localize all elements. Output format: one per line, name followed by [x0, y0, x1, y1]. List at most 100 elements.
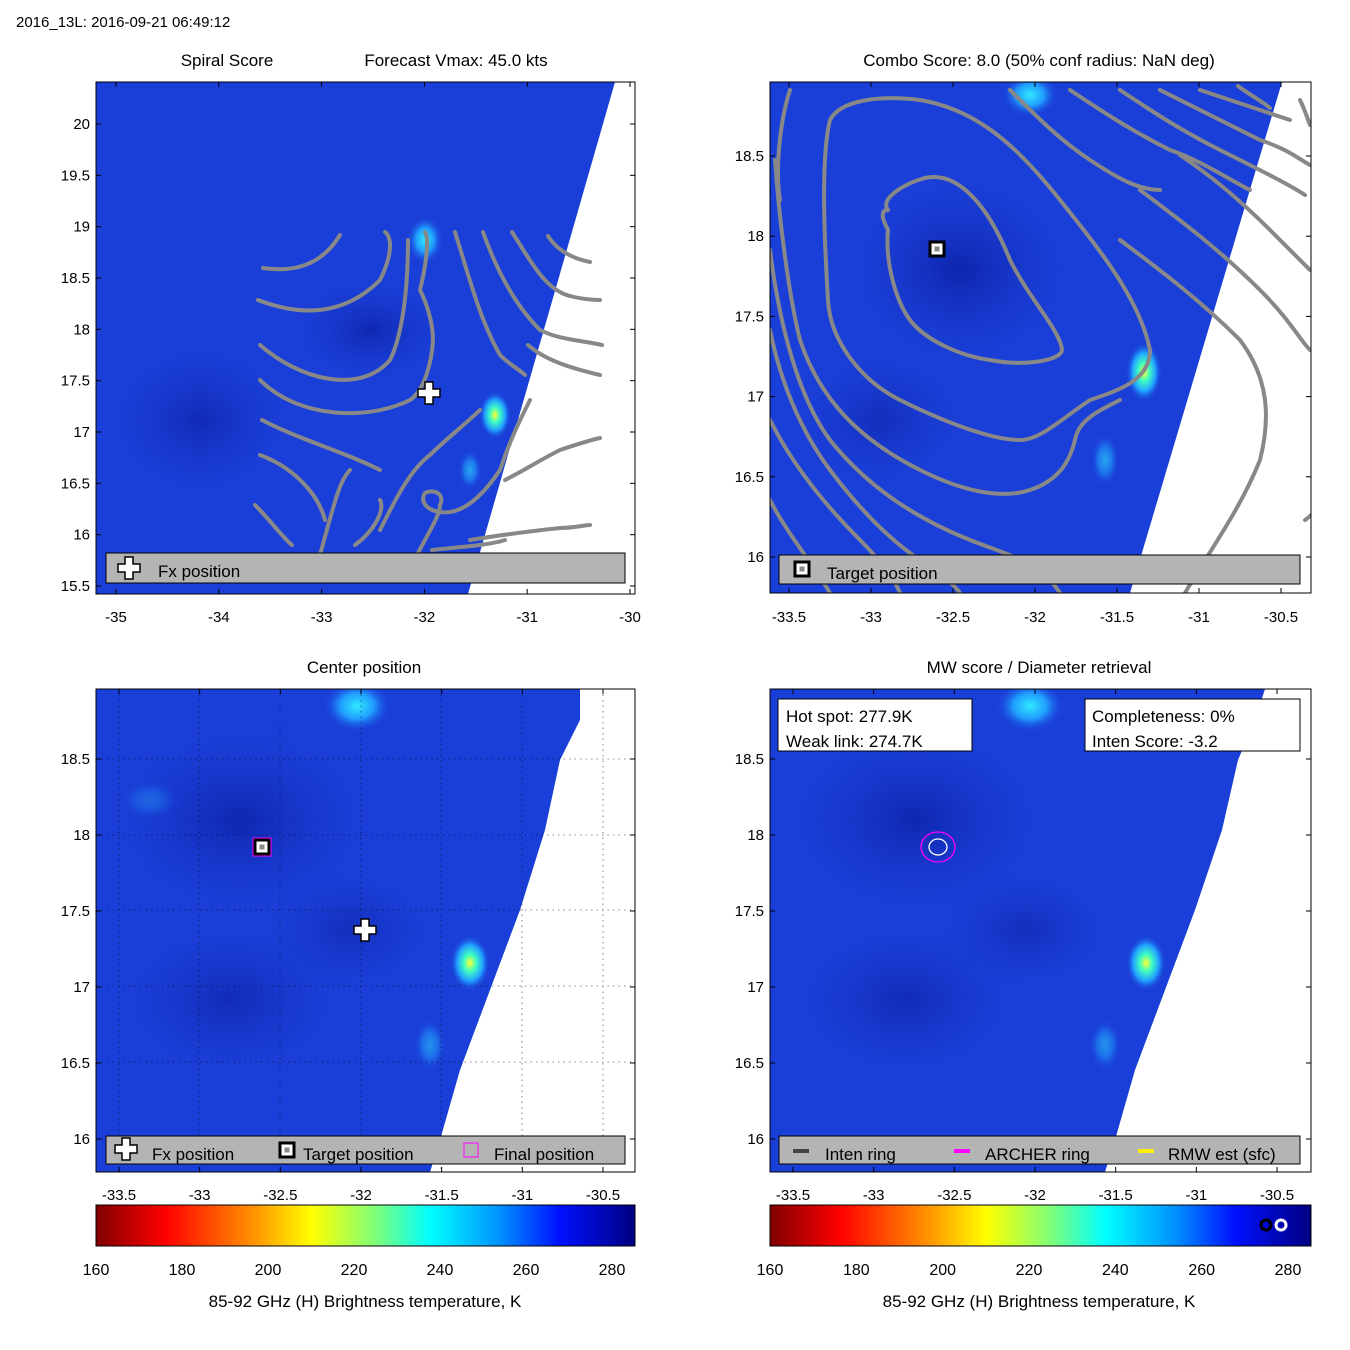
x-tick-label: -33 [311, 609, 333, 626]
x-tick-label: -30.5 [1260, 1187, 1294, 1204]
y-tick-label: 16 [73, 527, 90, 544]
spiral-legend-fx: Fx position [158, 562, 240, 581]
combo-heatmap [770, 82, 1311, 593]
rmw-ring-icon [1274, 1218, 1288, 1232]
spiral-legend: Fx position [105, 552, 626, 584]
x-tick-label: -33.5 [102, 1187, 136, 1204]
y-tick-label: 17 [73, 979, 90, 996]
mw-legend-rmw: RMW est (sfc) [1168, 1145, 1276, 1164]
center-heatmap [96, 689, 635, 1172]
panel-mw-score: MW score / Diameter retrieval Hot spot: … [735, 658, 1312, 1204]
colorbar-right-label: 85-92 GHz (H) Brightness temperature, K [883, 1292, 1196, 1311]
y-tick-label: 17 [73, 424, 90, 441]
y-tick-label: 16.5 [61, 1055, 90, 1072]
x-tick-label: -35 [105, 609, 127, 626]
center-legend: Fx position Target position Final positi… [105, 1135, 626, 1165]
mw-weaklink: Weak link: 274.7K [786, 732, 923, 751]
x-tick-label: -31 [1185, 1187, 1207, 1204]
center-legend-fx: Fx position [152, 1145, 234, 1164]
x-tick-label: -31.5 [1100, 609, 1134, 626]
colorbar-tick-label: 160 [757, 1262, 784, 1279]
y-tick-label: 16.5 [61, 475, 90, 492]
inten-ring-icon [1259, 1218, 1273, 1232]
y-tick-label: 16 [73, 1131, 90, 1148]
colorbar-tick-label: 260 [1188, 1262, 1215, 1279]
center-fx-marker [353, 918, 377, 942]
x-tick-label: -32.5 [263, 1187, 297, 1204]
x-tick-label: -33 [863, 1187, 885, 1204]
mw-legend: Inten ring ARCHER ring RMW est (sfc) [778, 1135, 1301, 1165]
x-tick-label: -33.5 [772, 609, 806, 626]
colorbar-tick-label: 280 [599, 1262, 626, 1279]
colorbar-tick-label: 280 [1275, 1262, 1302, 1279]
y-tick-label: 15.5 [61, 578, 90, 595]
panel-combo-score: Combo Score: 8.0 (50% conf radius: NaN d… [735, 51, 1312, 626]
colorbar-left-label: 85-92 GHz (H) Brightness temperature, K [209, 1292, 522, 1311]
x-tick-label: -32 [1024, 1187, 1046, 1204]
spiral-contours [253, 230, 604, 557]
colorbar-tick-label: 260 [513, 1262, 540, 1279]
x-tick-label: -30 [619, 609, 641, 626]
y-tick-label: 17 [747, 389, 764, 406]
colorbar-right-ticks: 160 180 200 220 240 260 280 [757, 1262, 1302, 1279]
x-tick-label: -32 [350, 1187, 372, 1204]
colorbar-left: 160 180 200 220 240 260 280 85-92 GHz (H) Brig… [83, 1204, 636, 1311]
x-tick-label: -30.5 [1264, 609, 1298, 626]
colorbar-right: 160 180 200 220 240 260 280 85-92 GHz (H) Brig… [757, 1204, 1312, 1311]
spiral-x-ticks: -35 -34 -33 -32 -31 -30 [105, 82, 641, 626]
center-title: Center position [307, 658, 421, 677]
colorbar-tick-label: 220 [341, 1262, 368, 1279]
colorbar-tick-label: 200 [255, 1262, 282, 1279]
y-tick-label: 16 [747, 1131, 764, 1148]
x-tick-label: -33.5 [776, 1187, 810, 1204]
final-position-marker [252, 837, 272, 857]
x-tick-label: -32 [414, 609, 436, 626]
combo-title: Combo Score: 8.0 (50% conf radius: NaN d… [863, 51, 1215, 70]
y-tick-label: 19 [73, 219, 90, 236]
y-tick-label: 17 [747, 979, 764, 996]
x-tick-label: -34 [208, 609, 230, 626]
y-tick-label: 18.5 [61, 270, 90, 287]
colorbar-tick-label: 180 [169, 1262, 196, 1279]
y-tick-label: 16.5 [735, 1055, 764, 1072]
colorbar-tick-label: 160 [83, 1262, 110, 1279]
mw-legend-archer: ARCHER ring [985, 1145, 1090, 1164]
center-legend-target: Target position [303, 1145, 414, 1164]
mw-completeness: Completeness: 0% [1092, 707, 1235, 726]
archer-ring [920, 831, 956, 863]
y-tick-label: 17.5 [61, 903, 90, 920]
y-tick-label: 16 [747, 549, 764, 566]
x-tick-label: -31.5 [1099, 1187, 1133, 1204]
mw-y-ticks: 16 16.5 17 17.5 18 18.5 [735, 751, 1311, 1148]
x-tick-label: -31 [511, 1187, 533, 1204]
mw-score-box: Completeness: 0% Inten Score: -3.2 [1084, 698, 1301, 752]
x-tick-label: -33 [189, 1187, 211, 1204]
y-tick-label: 18 [73, 321, 90, 338]
x-tick-label: -31 [516, 609, 538, 626]
target-position-marker [928, 240, 946, 258]
center-x-ticks: -33.5 -33 -32.5 -32 -31.5 -31 -30.5 [102, 689, 620, 1204]
y-tick-label: 18 [73, 827, 90, 844]
spiral-title: Spiral Score [181, 51, 274, 70]
y-tick-label: 17.5 [61, 373, 90, 390]
x-tick-label: -30.5 [586, 1187, 620, 1204]
mw-hotspot: Hot spot: 277.9K [786, 707, 913, 726]
mw-legend-inten: Inten ring [825, 1145, 896, 1164]
spiral-y-ticks: 15.5 16 16.5 17 17.5 18 18.5 19 19.5 20 [61, 116, 635, 595]
colorbar-tick-label: 240 [1102, 1262, 1129, 1279]
mw-x-ticks: -33.5 -33 -32.5 -32 -31.5 -31 -30.5 [776, 689, 1294, 1204]
x-tick-label: -31 [1188, 609, 1210, 626]
center-legend-final: Final position [494, 1145, 594, 1164]
y-tick-label: 18.5 [735, 751, 764, 768]
x-tick-label: -33 [860, 609, 882, 626]
colorbar-tick-label: 200 [929, 1262, 956, 1279]
combo-contours [770, 84, 1311, 593]
y-tick-label: 16.5 [735, 469, 764, 486]
panel-spiral-score: Spiral Score Forecast Vmax: 45.0 kts [61, 51, 641, 626]
spiral-heatmap [96, 82, 615, 594]
mw-hotspot-box: Hot spot: 277.9K Weak link: 274.7K [777, 698, 973, 752]
mw-title: MW score / Diameter retrieval [927, 658, 1152, 677]
colorbar-left-ticks: 160 180 200 220 240 260 280 [83, 1262, 626, 1279]
y-tick-label: 19.5 [61, 167, 90, 184]
x-tick-label: -32.5 [936, 609, 970, 626]
